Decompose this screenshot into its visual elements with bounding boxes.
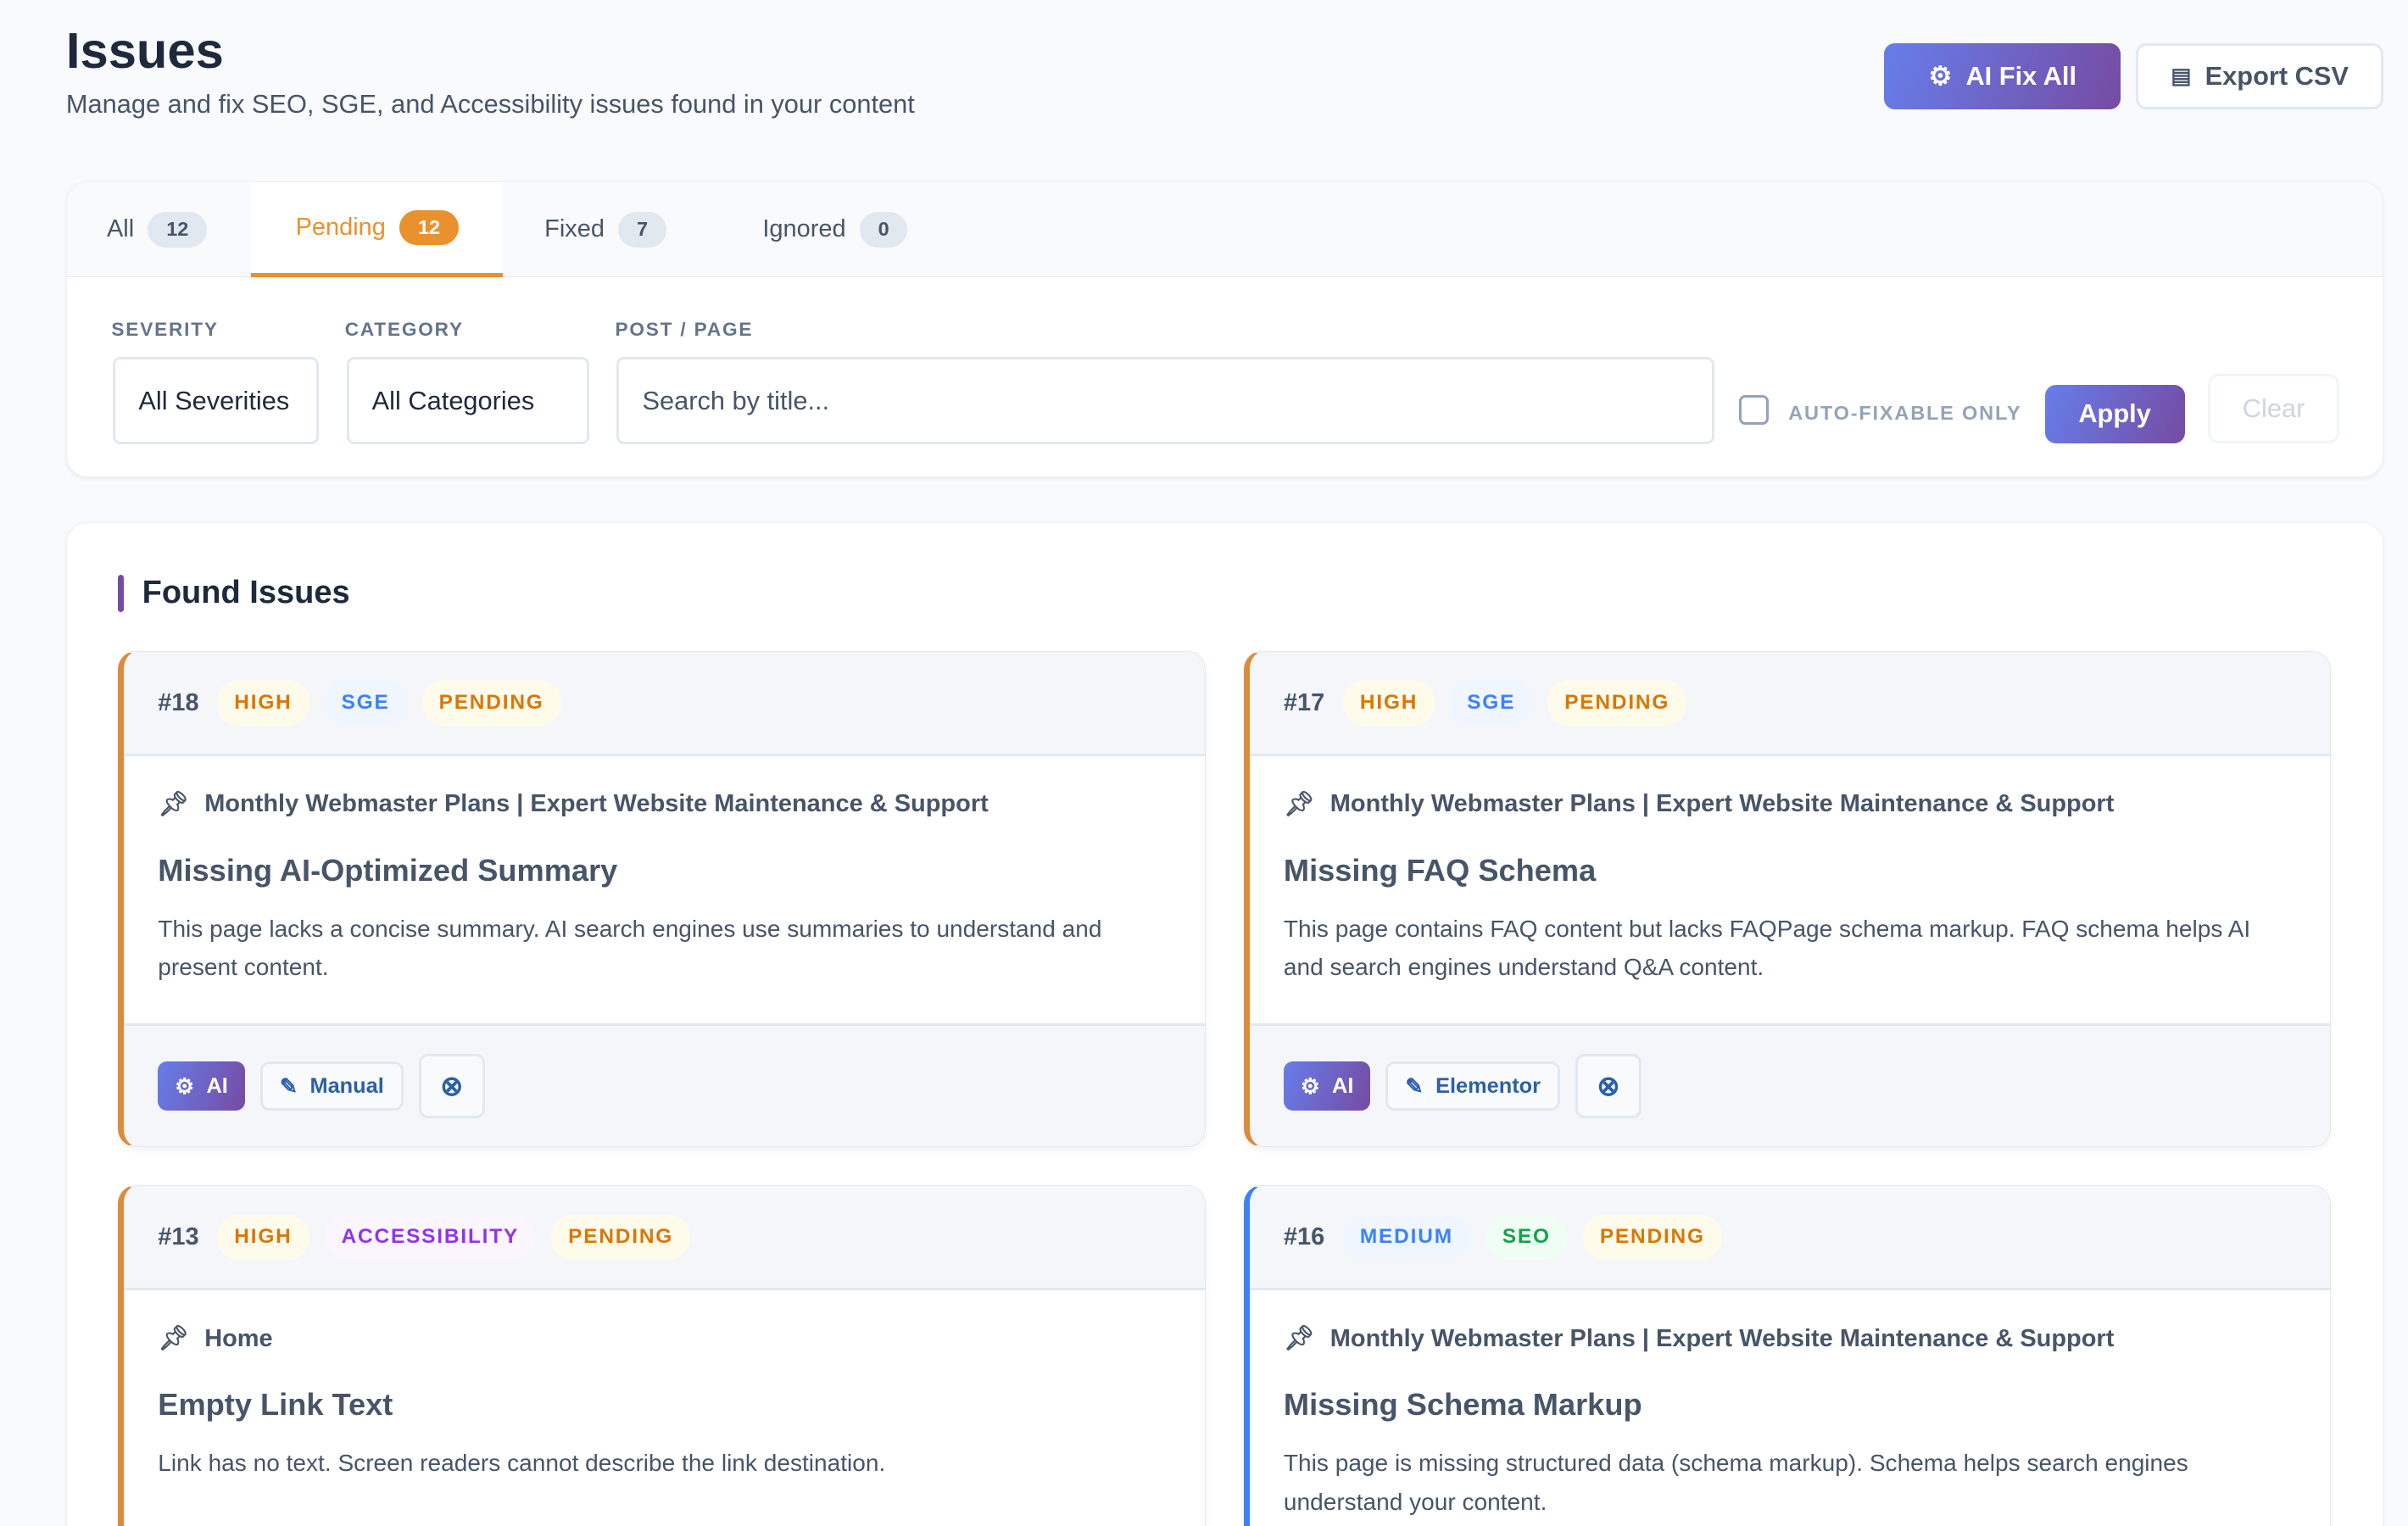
ignore-button[interactable]: ⊗ [418, 1054, 485, 1119]
category-badge: SGE [324, 680, 407, 726]
status-badge: PENDING [1547, 680, 1687, 726]
tab-pending[interactable]: Pending 12 [251, 181, 504, 277]
tab-fixed[interactable]: Fixed 7 [544, 182, 666, 277]
count-badge: 12 [148, 212, 208, 248]
ignore-button[interactable]: ⊗ [1575, 1054, 1642, 1119]
export-csv-button[interactable]: ▤ Export CSV [2136, 42, 2383, 109]
document-icon: ▤ [2171, 64, 2192, 89]
issue-description: This page contains FAQ content but lacks… [1283, 916, 2251, 981]
issue-id: #13 [158, 1222, 199, 1250]
ai-fix-button[interactable]: ⚙ AI [1283, 1061, 1371, 1111]
filter-panel: All 12 Pending 12 Fixed 7 Ignored 0 SEVERITY… [65, 181, 2383, 478]
issue-id: #17 [1283, 688, 1325, 716]
ai-fix-button[interactable]: ⚙ AI [158, 1061, 245, 1111]
auto-fixable-label: AUTO-FIXABLE ONLY [1788, 401, 2022, 424]
status-badge: PENDING [551, 1214, 691, 1260]
found-issues-title: Found Issues [142, 575, 350, 611]
elementor-fix-button[interactable]: ✎ Elementor [1385, 1061, 1560, 1111]
section-accent-bar [117, 575, 124, 612]
issue-card: #18 HIGH SGE PENDING 📌︎ Monthly Webmaster Pl… [118, 650, 1206, 1148]
issue-description: This page lacks a concise summary. AI se… [158, 916, 1102, 981]
issue-description: This page is missing structured data (sc… [1283, 1450, 2188, 1515]
count-badge: 12 [399, 209, 459, 246]
status-badge: PENDING [421, 680, 561, 726]
issue-card: #13 HIGH ACCESSIBILITY PENDING 📌︎ Home Empty… [118, 1185, 1206, 1526]
severity-label: SEVERITY [111, 318, 219, 340]
post-title[interactable]: Monthly Webmaster Plans | Expert Website… [1329, 1324, 2115, 1352]
pin-icon: 📌︎ [158, 790, 190, 818]
gear-icon: ⚙ [1928, 60, 1953, 91]
severity-select[interactable]: All Severities [113, 357, 319, 445]
issue-description: Link has no text. Screen readers cannot … [158, 1450, 886, 1477]
severity-badge: HIGH [217, 680, 309, 726]
issue-card: #16 MEDIUM SEO PENDING 📌︎ Monthly Webmaster … [1244, 1185, 2332, 1526]
issue-title: Empty Link Text [158, 1387, 393, 1423]
post-title[interactable]: Monthly Webmaster Plans | Expert Website… [204, 790, 989, 818]
pencil-icon: ✎ [279, 1074, 298, 1099]
gear-icon: ⚙ [1300, 1074, 1320, 1099]
page-title: Issues [65, 22, 224, 80]
gear-icon: ⚙ [175, 1074, 194, 1099]
category-badge: SGE [1450, 680, 1533, 726]
pin-icon: 📌︎ [1283, 1325, 1315, 1353]
status-tabs: All 12 Pending 12 Fixed 7 Ignored 0 [66, 181, 2383, 277]
issue-title: Missing FAQ Schema [1283, 852, 1597, 888]
severity-badge: HIGH [217, 1214, 309, 1260]
category-label: CATEGORY [344, 318, 464, 340]
count-badge: 7 [618, 212, 666, 248]
post-title[interactable]: Monthly Webmaster Plans | Expert Website… [1329, 790, 2115, 818]
status-badge: PENDING [1582, 1214, 1722, 1260]
apply-button[interactable]: Apply [2044, 384, 2185, 443]
issue-card: #17 HIGH SGE PENDING 📌︎ Monthly Webmaster Pl… [1244, 650, 2332, 1148]
manual-fix-button[interactable]: ✎ Manual [259, 1061, 404, 1111]
issue-id: #18 [158, 688, 199, 716]
category-badge: ACCESSIBILITY [324, 1214, 537, 1260]
page-subtitle: Manage and fix SEO, SGE, and Accessibili… [65, 89, 915, 120]
auto-fixable-checkbox[interactable] [1739, 395, 1769, 425]
count-badge: 0 [859, 212, 908, 248]
pin-icon: 📌︎ [1283, 790, 1315, 818]
post-title[interactable]: Home [204, 1324, 273, 1352]
close-circle-icon: ⊗ [440, 1070, 464, 1102]
issue-title: Missing Schema Markup [1283, 1387, 1642, 1423]
issue-title: Missing AI-Optimized Summary [158, 852, 618, 888]
severity-badge: HIGH [1342, 680, 1435, 726]
pin-icon: 📌︎ [158, 1325, 190, 1353]
severity-badge: MEDIUM [1342, 1214, 1470, 1260]
tab-ignored[interactable]: Ignored 0 [762, 182, 908, 277]
close-circle-icon: ⊗ [1597, 1070, 1620, 1102]
clear-button[interactable]: Clear [2207, 374, 2340, 443]
post-search-input[interactable]: Search by title... [616, 357, 1715, 445]
pencil-icon: ✎ [1405, 1074, 1424, 1099]
issue-id: #16 [1283, 1222, 1325, 1250]
category-badge: SEO [1485, 1214, 1568, 1260]
post-label: POST / PAGE [615, 318, 754, 340]
category-select[interactable]: All Categories [346, 357, 589, 445]
ai-fix-all-button[interactable]: ⚙ AI Fix All [1884, 42, 2121, 109]
tab-all[interactable]: All 12 [107, 182, 208, 277]
